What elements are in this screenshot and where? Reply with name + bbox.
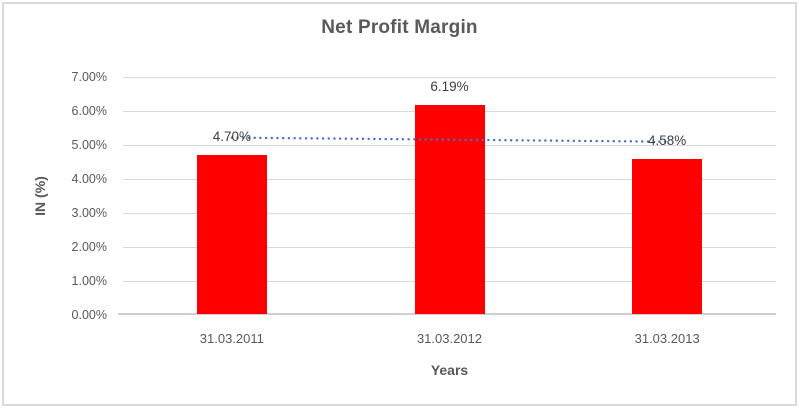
chart-title: Net Profit Margin (321, 17, 478, 38)
y-tick-label: 2.00% (71, 240, 107, 254)
data-label: 4.70% (212, 129, 251, 145)
bar-31.03.2012 (414, 104, 485, 314)
y-tick-label: 5.00% (71, 138, 107, 152)
bar-31.03.2011 (196, 155, 267, 314)
x-tick-label: 31.03.2013 (634, 331, 700, 346)
x-axis-line (118, 313, 776, 315)
y-tick-label: 0.00% (71, 308, 107, 322)
y-tick-label: 7.00% (71, 70, 107, 84)
x-tick-label: 31.03.2012 (416, 331, 483, 346)
y-tick-label: 4.00% (71, 172, 107, 186)
gridline (123, 76, 776, 78)
data-label: 4.58% (648, 133, 687, 149)
y-tick-label: 1.00% (71, 274, 107, 288)
bar-31.03.2013 (632, 159, 703, 314)
x-axis-title: Years (430, 362, 469, 378)
y-tick-label: 3.00% (71, 206, 107, 220)
data-label: 6.19% (430, 78, 469, 94)
x-tick-label: 31.03.2011 (199, 331, 264, 346)
y-tick-label: 6.00% (71, 104, 107, 118)
